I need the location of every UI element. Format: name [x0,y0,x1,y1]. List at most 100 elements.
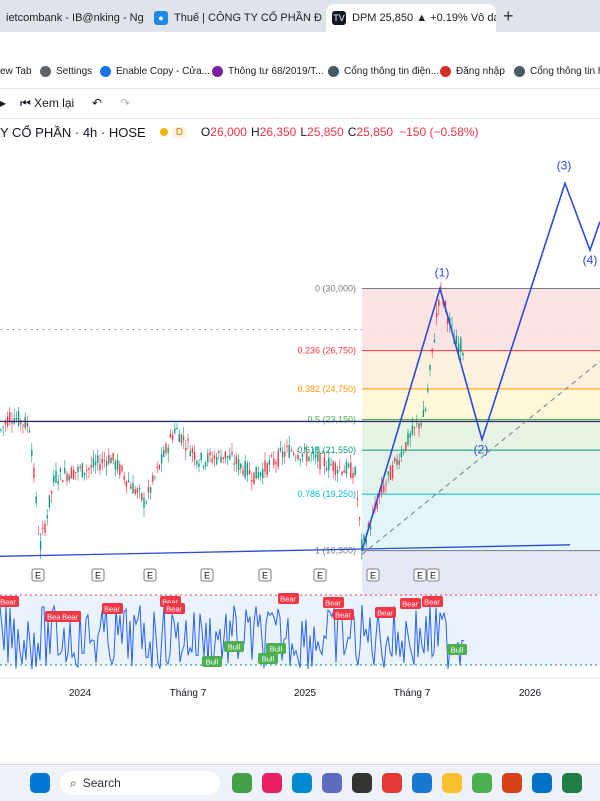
candle-body [202,466,205,468]
windows-start-icon[interactable] [30,773,50,793]
undo-icon[interactable]: ↶ [92,96,103,110]
candle-body [180,434,183,444]
fib-zone-2 [362,388,600,420]
bookmark-enable-copy[interactable]: Enable Copy - Cửa... [100,66,210,77]
replay-button[interactable]: ⏮ Xem lại [20,96,75,110]
bull-signal-badge [447,644,467,655]
notification-app-icon[interactable] [382,773,402,793]
candle-body [35,496,37,504]
office-icon[interactable] [502,773,522,793]
fib-level-label-0: 0 (30,000) [315,283,356,293]
tab-dpm-chart[interactable]: TV DPM 25,850 ▲ +0.19% Vô danh ✕ [326,4,496,32]
wave-label-2: (3) [557,158,572,172]
bookmark-cong-thong-tin[interactable]: Cổng thông tin điện... [328,66,439,77]
candle-body [4,421,7,425]
chrome-icon[interactable] [472,773,492,793]
candle-body [376,502,378,509]
new-tab-button[interactable]: + [503,6,514,26]
widgets-icon[interactable] [232,773,252,793]
taskbar-search[interactable]: ⌕ Search [60,771,220,795]
edge-icon[interactable] [292,773,312,793]
document-icon [212,66,223,77]
candle-body [110,457,112,464]
candle-body [233,463,235,465]
globe-icon [514,66,525,77]
close-value: 25,850 [356,125,394,139]
candle-body [290,450,293,452]
candle-body [154,476,156,478]
candle-body [99,463,101,470]
earnings-marker [313,568,327,582]
bookmark-dang-nhap[interactable]: Đăng nhập [440,66,505,77]
redo-icon[interactable]: ↷ [120,96,131,110]
tab-vietcombank[interactable]: ietcombank - IB@nking - Ngâ ✕ [6,12,144,24]
candle-body [11,421,13,424]
fib-level-label-6: 1 (16,300) [315,546,356,556]
candle-body [141,493,143,501]
candle-body [81,463,84,478]
candle-body [244,460,246,478]
candle-body [352,472,354,479]
candle-body [174,428,176,434]
earnings-marker-label: E [417,571,423,581]
candle-body [169,434,172,438]
wave-label-0: (1) [435,265,450,279]
search-icon: ⌕ [70,775,77,790]
candle-body [438,299,440,307]
app-icon[interactable] [352,773,372,793]
candle-body [182,436,185,441]
candle-body [59,468,62,473]
globe-icon: ● [154,11,168,25]
candle-body [385,483,387,485]
tradingview-icon: TV [332,11,346,25]
bookmark-thong-tu[interactable]: Thông tư 68/2019/T... [212,66,324,77]
candle-body [222,457,224,460]
candle-body [191,448,194,453]
candle-body [389,466,392,480]
candle-body [369,526,372,530]
candle-body [350,462,352,479]
trend-line-base [0,544,571,557]
copilot-icon[interactable] [262,773,282,793]
candle-body [160,454,163,464]
bookmark-cong-thong-tin-hd[interactable]: Cổng thông tin hó [514,66,600,77]
outlook-icon[interactable] [532,773,552,793]
candle-body [28,430,31,433]
symbol-title[interactable]: Y CỔ PHẦN · 4h · HOSE [0,124,146,140]
fib-zone-1 [362,350,600,389]
candle-body [279,448,282,451]
bookmark-new-tab[interactable]: ew Tab [0,66,32,77]
price-chart[interactable]: 0 (30,000) 0.236 (26,750) 0.382 (24,750) 0.… [0,140,600,730]
candle-body [451,324,453,326]
candle-body [152,475,154,482]
earnings-marker-label: E [35,571,41,581]
candle-body [156,466,158,469]
play-icon[interactable]: ▸ [0,96,7,110]
candle-body [277,450,279,467]
bing-icon[interactable] [412,773,432,793]
candle-body [242,469,244,475]
candle-body [121,465,123,472]
candle-body [407,432,409,445]
teams-icon[interactable] [322,773,342,793]
bear-signal-label: Bear [0,598,16,607]
candle-body [0,429,2,431]
tab-thue[interactable]: ● Thuế | CÔNG TY CỔ PHẦN ĐẠI ✕ [148,4,322,32]
bear-signal-badge [422,596,443,607]
bull-signal-label: Bull [228,643,241,652]
candle-body [240,463,242,469]
candle-body [31,449,33,457]
candle-body [255,466,257,479]
candle-body [145,502,147,504]
dashed-trend-line [361,360,600,555]
bear-signal-label: Bear [62,613,78,622]
candle-body [46,515,48,519]
candle-body [226,455,229,458]
earnings-marker-label: E [147,571,153,581]
candle-body [312,451,315,455]
bookmark-settings[interactable]: Settings [40,66,92,77]
candle-body [391,464,394,479]
candle-body [435,313,438,318]
file-explorer-icon[interactable] [442,773,462,793]
excel-icon[interactable] [562,773,582,793]
